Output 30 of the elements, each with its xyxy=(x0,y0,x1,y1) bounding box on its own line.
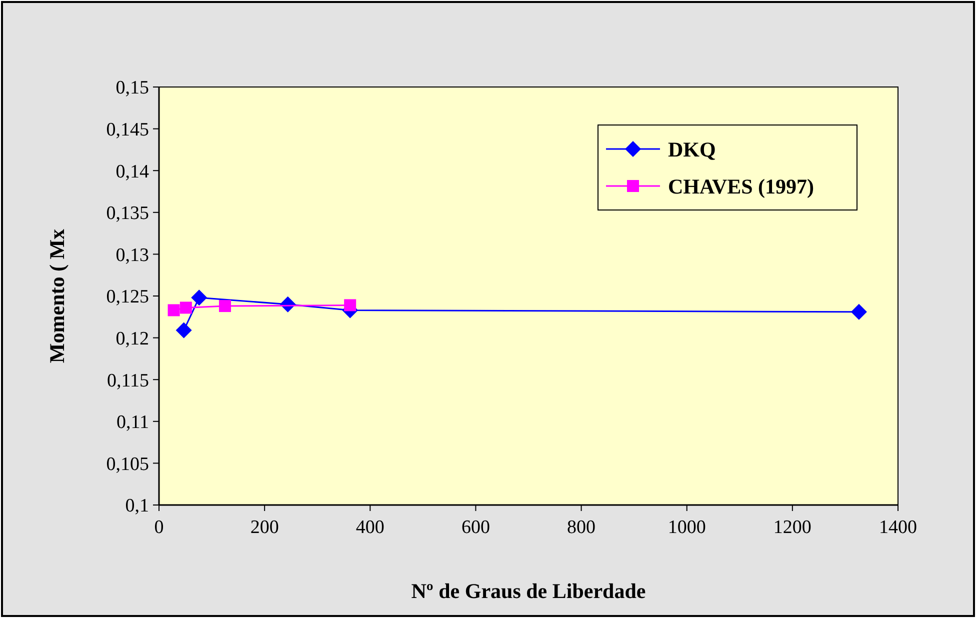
x-tick-label: 800 xyxy=(567,517,596,538)
y-tick-label: 0,135 xyxy=(106,203,149,224)
y-tick-label: 0,125 xyxy=(106,286,149,308)
point xyxy=(344,299,356,312)
point xyxy=(180,302,192,314)
y-tick-label: 0,14 xyxy=(116,161,150,182)
y-tick-label: 0,1 xyxy=(125,496,149,517)
y-tick-label: 0,145 xyxy=(106,119,149,140)
point xyxy=(191,290,208,306)
legend-label: CHAVES (1997) xyxy=(668,174,814,198)
x-tick-label: 0 xyxy=(154,517,164,538)
x-tick-label: 400 xyxy=(356,517,384,538)
x-tick-label: 1000 xyxy=(668,517,706,538)
x-axis-title: Nº de Graus de Liberdade xyxy=(411,579,646,603)
x-tick-label: 1200 xyxy=(773,517,812,538)
y-tick-label: 0,11 xyxy=(116,412,149,434)
point xyxy=(218,300,231,312)
legend-label: DKQ xyxy=(668,137,716,162)
point xyxy=(176,322,192,338)
y-tick-label: 0,115 xyxy=(106,370,149,392)
x-tick-label: 1400 xyxy=(879,517,917,538)
point xyxy=(168,304,180,316)
y-axis-title: Momento ( Mx xyxy=(45,228,69,364)
point xyxy=(850,304,867,320)
y-tick-label: 0,13 xyxy=(116,244,149,266)
x-tick-label: 600 xyxy=(461,517,490,538)
y-tick-label: 0,15 xyxy=(116,78,149,99)
y-tick-label: 0,105 xyxy=(106,454,149,475)
x-tick-label: 200 xyxy=(250,517,279,538)
y-tick-label: 0,12 xyxy=(116,328,149,350)
